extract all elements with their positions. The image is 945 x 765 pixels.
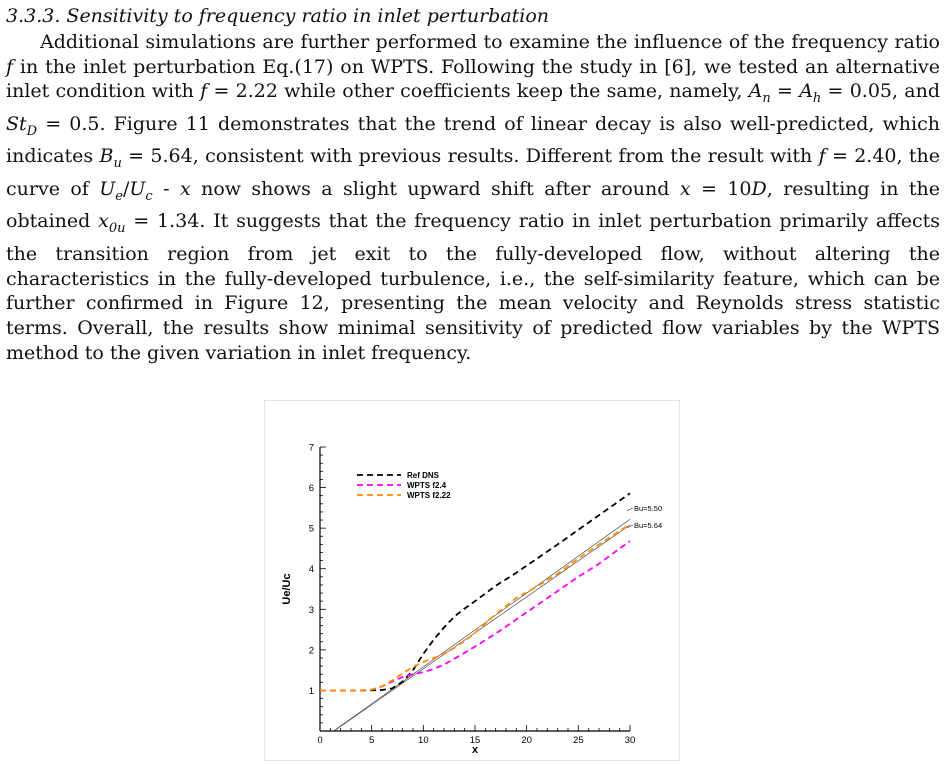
math-symbol: f [6,55,14,78]
legend-label: WPTS f2.22 [407,491,451,500]
section-heading: 3.3.3. Sensitivity to frequency ratio in… [6,5,550,27]
math-subscript: e [115,188,123,204]
series-line [320,523,631,692]
y-tick-label: 4 [309,564,314,575]
text-run: = 2.40, the curve of [6,145,940,200]
math-symbol: A [748,80,763,103]
math-symbol: U [99,177,116,200]
math-subscript: u [113,156,122,172]
text-run: now shows a slight upward shift after ar… [190,177,680,200]
x-tick-label: 15 [470,735,481,746]
math-subscript: n [762,91,771,107]
math-subscript: D [26,123,38,139]
series-line [320,492,631,692]
x-tick-label: 10 [418,735,429,746]
fit-line [333,524,631,732]
math-symbol: x [98,210,109,233]
math-subscript: h [812,91,822,107]
math-symbol: x [179,177,191,200]
text-run: = 1.34. It suggests that the frequency r… [6,210,940,364]
x-tick-label: 20 [521,735,532,746]
x-tick-label: 0 [317,735,322,746]
x-tick-label: 25 [573,735,584,746]
y-axis-label: Ue/Uc [281,573,293,604]
series-line [320,540,631,692]
y-tick-label: 2 [309,645,314,656]
annotation-leader [626,507,634,512]
line-chart: 1 2 3 4 5 6 7 0 5 10 15 20 25 30 x Ue/Uc Bu=5.50 Bu=5.64 R… [264,400,680,761]
math-symbol: f [818,145,826,168]
math-subscript: c [145,188,153,204]
y-tick-label: 3 [309,605,314,616]
text-run: in the inlet perturbation Eq.(17) on WPT… [6,55,940,103]
text-run: = 0.5. Figure 11 demonstrates that the t… [6,112,940,168]
text-run: = [770,80,800,103]
fit-line [333,518,631,732]
annotation-leader [626,524,634,529]
x-axis-label: x [472,744,479,756]
text-run: = 10 [690,177,752,200]
text-run: = 2.22 while other coefficients keep the… [207,80,749,103]
text-run: Additional simulations are further perfo… [40,31,940,53]
figure-border [264,400,680,761]
math-symbol: D [751,177,767,200]
text-run: / [122,177,130,200]
math-symbol: B [99,145,114,168]
legend-label: WPTS f2.4 [407,481,447,490]
x-tick-label: 5 [369,735,374,746]
math-symbol: x [679,177,691,200]
math-symbol: St [6,112,27,135]
text-run: = 0.05, and [821,80,941,103]
figure-11: 1 2 3 4 5 6 7 0 5 10 15 20 25 30 x Ue/Uc Bu=5.50 Bu=5.64 R… [264,400,680,761]
x-tick-label: 30 [625,735,636,746]
legend-label: Ref DNS [407,471,440,480]
text-run: = 5.64, consistent with previous results… [121,145,819,168]
section-paragraph: Additional simulations are further perfo… [6,30,940,365]
y-tick-label: 1 [309,686,314,697]
math-symbol: f [200,80,208,103]
math-symbol: U [129,177,146,200]
text-run: , resulting in the obtained [6,177,940,233]
section-text: 3.3.3. Sensitivity to frequency ratio in… [6,4,940,365]
y-tick-label: 6 [309,483,314,494]
math-subscript: 0u [108,221,126,237]
fit-line-annotation: Bu=5.64 [634,521,662,530]
y-tick-label: 5 [309,524,314,535]
text-run: - [152,177,180,200]
math-symbol: A [799,80,813,103]
y-tick-label: 7 [309,443,314,454]
fit-line-annotation: Bu=5.50 [634,504,662,513]
